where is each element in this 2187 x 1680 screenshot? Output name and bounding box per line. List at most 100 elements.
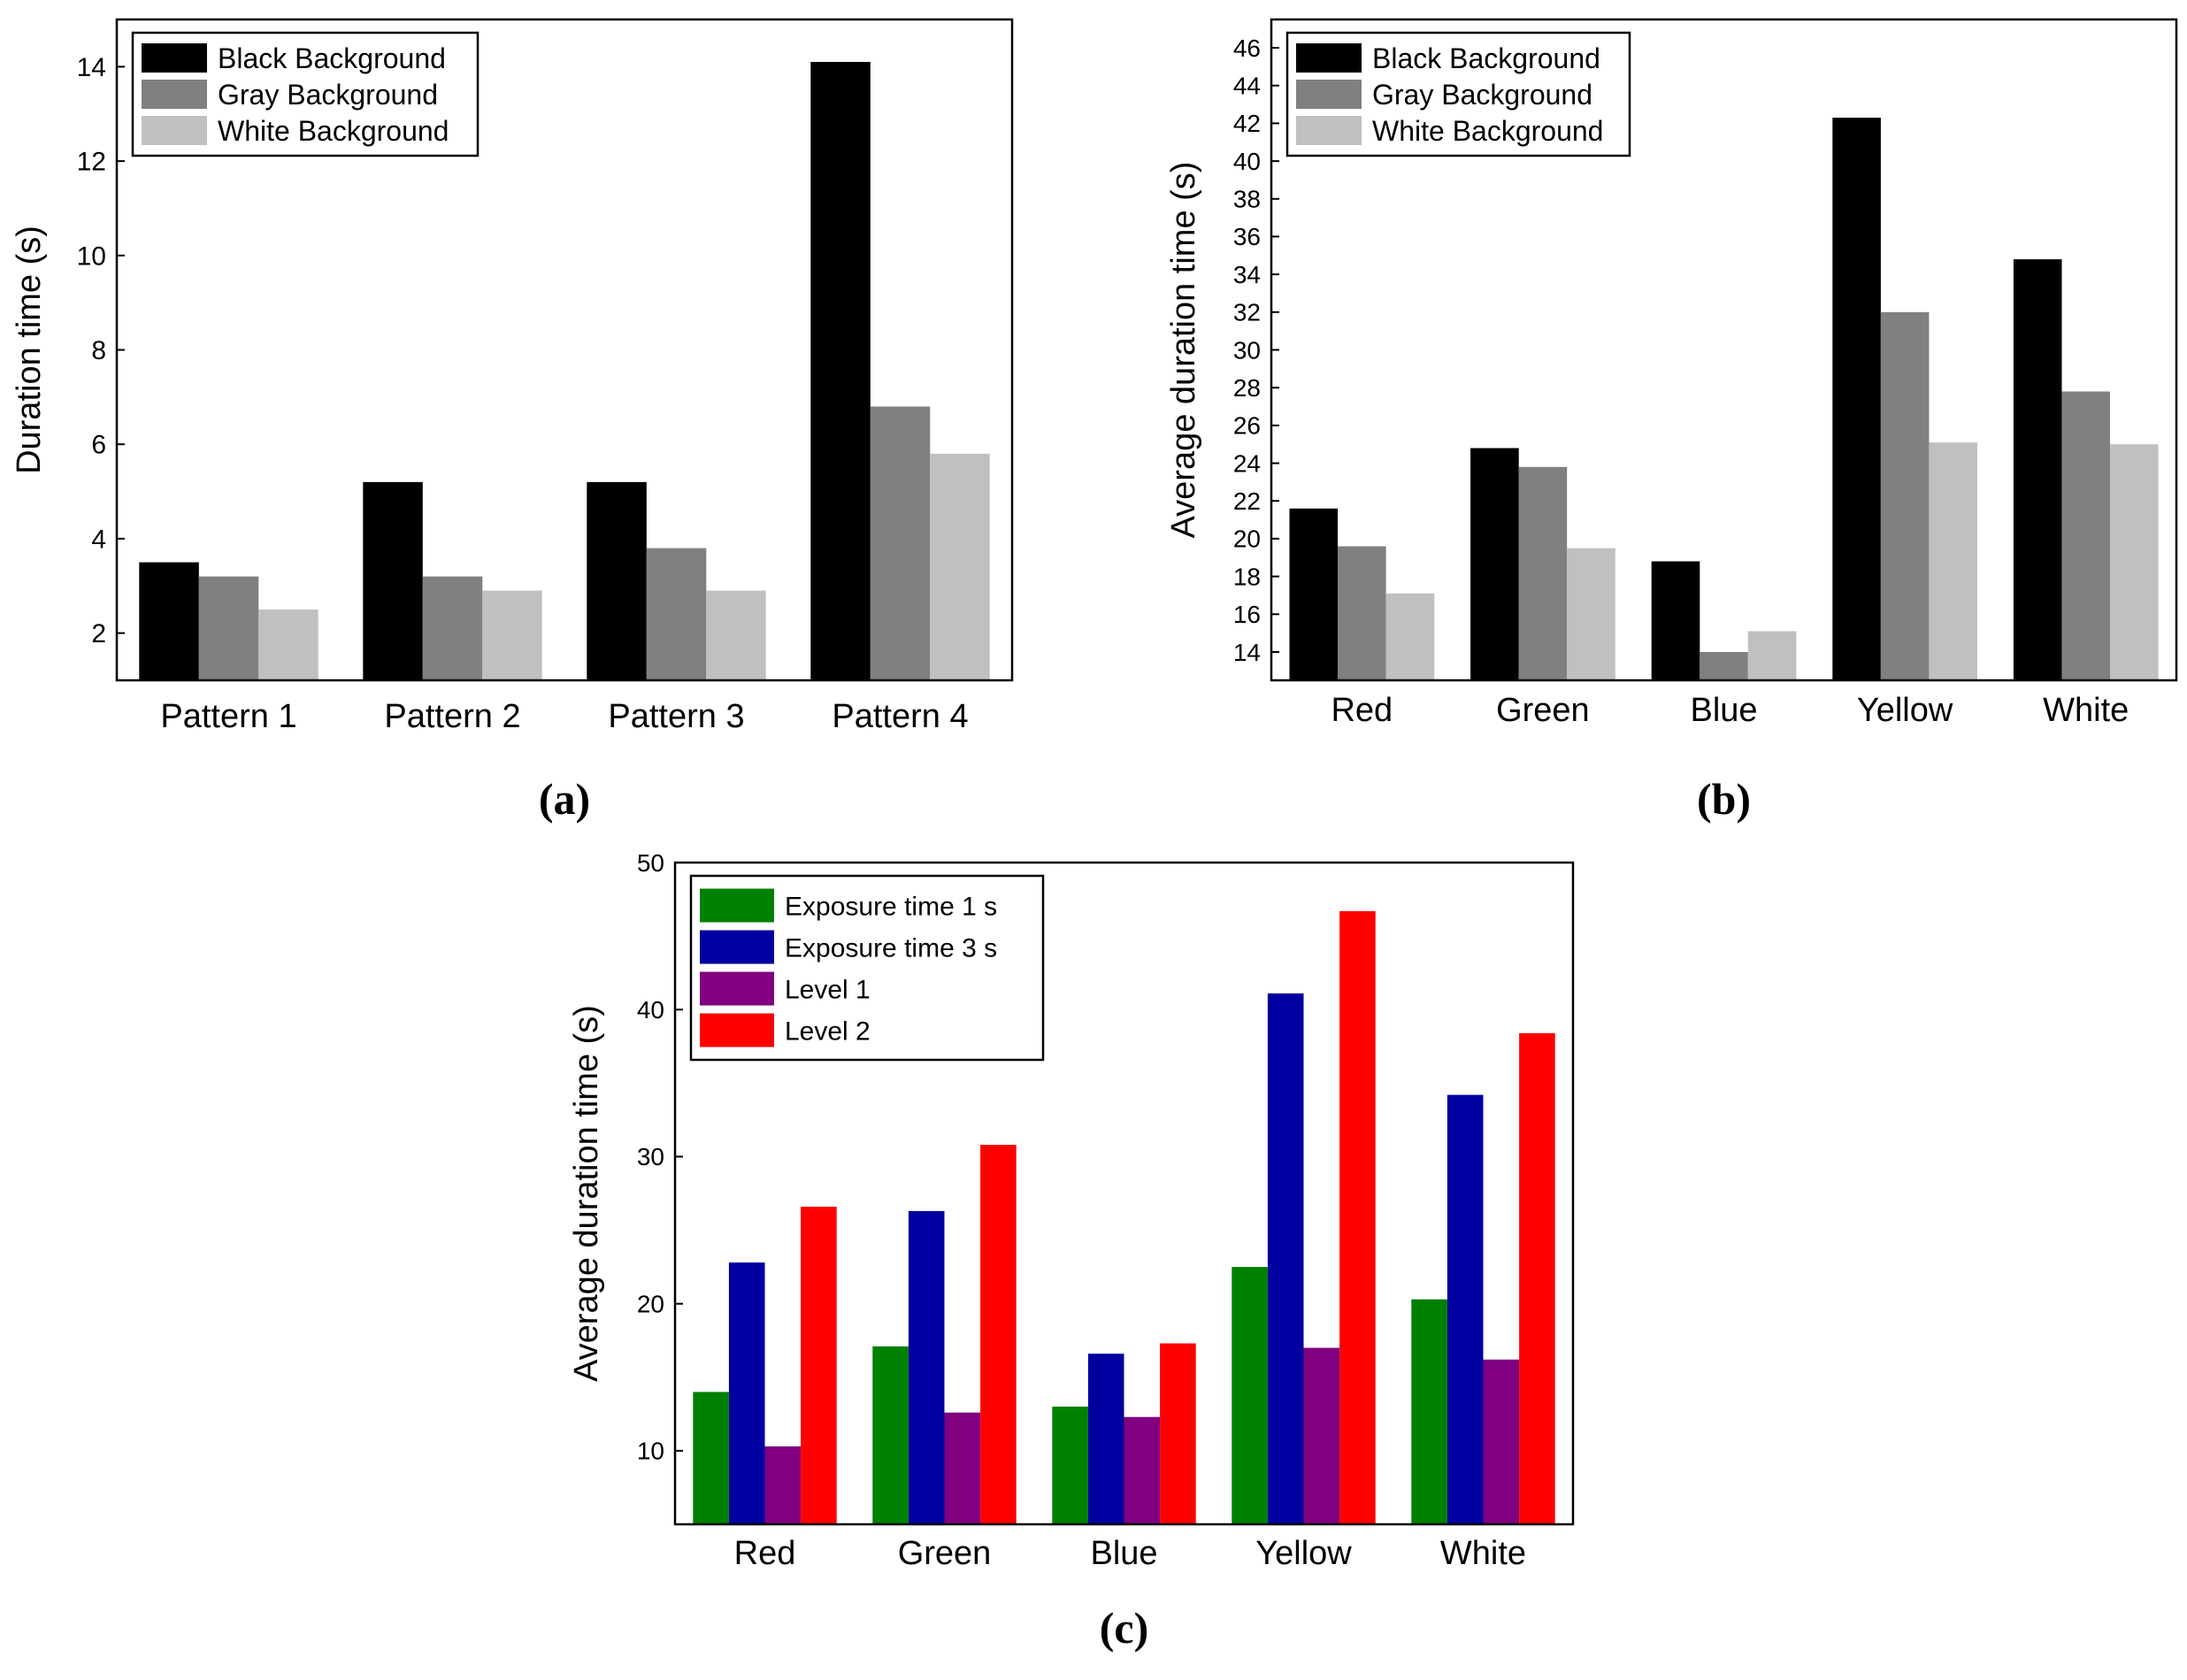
x-tick-label-b: Red	[1331, 692, 1393, 729]
bar-b-black-background-blue	[1651, 561, 1700, 680]
y-tick-label-b: 28	[1233, 374, 1261, 402]
bar-c-exposure-time-3-s-blue	[1087, 1354, 1124, 1524]
bar-a-white-background-pattern-4	[930, 453, 990, 680]
y-axis-title-a: Duration time (s)	[11, 226, 48, 474]
bar-c-level-2-blue	[1160, 1343, 1196, 1524]
bar-a-white-background-pattern-1	[258, 610, 318, 680]
x-tick-label-b: Yellow	[1857, 692, 1953, 729]
y-tick-label-c: 30	[637, 1143, 664, 1170]
y-axis-title-b: Average duration time (s)	[1165, 162, 1202, 539]
bar-a-gray-background-pattern-1	[198, 576, 259, 680]
y-tick-label-a: 12	[77, 148, 106, 177]
bar-b-black-background-white	[2013, 259, 2062, 680]
y-tick-label-a: 14	[77, 53, 106, 82]
legend-label-b: White Background	[1372, 115, 1603, 147]
y-tick-label-b: 24	[1233, 449, 1261, 477]
bar-c-exposure-time-1-s-red	[693, 1392, 729, 1524]
bar-b-gray-background-yellow	[1880, 311, 1930, 680]
y-tick-label-c: 20	[637, 1291, 664, 1318]
y-tick-label-c: 50	[637, 849, 664, 877]
legend-a: Black Background Gray Background White Bac…	[131, 31, 480, 157]
bar-c-level-1-yellow	[1303, 1347, 1340, 1524]
bar-b-black-background-red	[1289, 508, 1339, 680]
bar-b-white-background-yellow	[1929, 442, 1977, 680]
legend-label-b: Black Background	[1372, 42, 1600, 74]
y-tick-label-b: 44	[1233, 73, 1261, 100]
y-tick-label-b: 36	[1233, 223, 1261, 250]
y-tick-label-b: 14	[1233, 639, 1261, 666]
bar-b-gray-background-blue	[1700, 652, 1748, 680]
y-tick-label-b: 38	[1233, 186, 1261, 213]
legend-swatch-c	[700, 930, 774, 964]
plot-frame-c	[673, 861, 1575, 1526]
bar-b-gray-background-red	[1338, 546, 1386, 680]
x-tick-label-b: White	[2043, 692, 2129, 729]
bar-a-black-background-pattern-2	[363, 481, 423, 680]
bar-c-level-1-red	[764, 1446, 802, 1524]
y-tick-label-a: 10	[77, 242, 106, 271]
x-tick-label-b: Green	[1496, 692, 1590, 729]
legend-swatch-a	[142, 43, 207, 73]
bar-c-exposure-time-1-s-blue	[1052, 1407, 1088, 1524]
y-tick-label-b: 30	[1233, 336, 1261, 364]
x-tick-label-c: Yellow	[1255, 1535, 1352, 1572]
legend-label-a: Black Background	[218, 42, 446, 74]
bar-c-exposure-time-3-s-green	[908, 1210, 945, 1524]
chart-panel-c: 10 20 30 40 50 Red Green Blue Yellow White Average…	[568, 849, 1575, 1653]
x-tick-label-c: Red	[734, 1535, 796, 1572]
legend-label-a: Gray Background	[218, 79, 438, 111]
legend-swatch-c	[700, 971, 774, 1006]
x-tick-label-a: Pattern 1	[160, 698, 296, 735]
bar-b-gray-background-white	[2061, 391, 2110, 680]
x-tick-label-c: White	[1440, 1535, 1526, 1572]
bar-c-level-2-red	[801, 1207, 837, 1524]
legend-label-c: Level 1	[785, 975, 871, 1004]
bar-a-gray-background-pattern-4	[870, 406, 931, 680]
y-tick-label-b: 20	[1233, 525, 1261, 553]
y-tick-label-b: 26	[1233, 412, 1261, 440]
bar-b-white-background-red	[1385, 593, 1435, 680]
chart-panel-a: 2 4 6 8 10 12 14 Pattern 1 Pattern 2 Pattern 3 Pat…	[11, 18, 1014, 824]
bar-a-white-background-pattern-3	[706, 590, 766, 680]
y-tick-label-b: 34	[1233, 261, 1261, 288]
x-tick-label-b: Blue	[1690, 692, 1757, 729]
legend-swatch-a	[142, 80, 207, 109]
legend-label-a: White Background	[218, 115, 449, 147]
x-tick-label-a: Pattern 4	[832, 698, 968, 735]
bar-a-gray-background-pattern-2	[422, 576, 483, 680]
legend-swatch-a	[142, 116, 207, 145]
x-tick-label-c: Green	[898, 1535, 992, 1572]
legend-label-c: Exposure time 3 s	[785, 933, 997, 963]
bar-a-white-background-pattern-2	[482, 590, 542, 680]
y-tick-label-c: 40	[637, 996, 664, 1024]
chart-panel-b: 14 16 18 20 22 24 26 28 30 32 34 36 38 40 42 44 46 Red Gre…	[1165, 18, 2178, 824]
y-tick-label-b: 32	[1233, 299, 1261, 326]
y-tick-label-a: 6	[91, 431, 106, 460]
panel-label-b: (b)	[1697, 774, 1751, 824]
legend-swatch-b	[1296, 116, 1362, 145]
legend-label-b: Gray Background	[1372, 79, 1592, 111]
bar-a-black-background-pattern-4	[810, 62, 871, 680]
bar-b-black-background-yellow	[1832, 118, 1881, 680]
bar-b-black-background-green	[1470, 448, 1519, 680]
y-tick-label-b: 16	[1233, 601, 1261, 628]
legend-b: Black Background Gray Background White Bac…	[1285, 31, 1631, 157]
legend-label-c: Level 2	[785, 1016, 871, 1046]
y-tick-label-b: 40	[1233, 148, 1261, 175]
y-tick-label-c: 10	[637, 1438, 664, 1465]
y-tick-label-b: 42	[1233, 110, 1261, 137]
y-tick-label-b: 18	[1233, 563, 1261, 590]
bar-c-exposure-time-3-s-yellow	[1267, 993, 1304, 1524]
legend-c: Exposure time 1 s Exposure time 3 s Level …	[689, 874, 1045, 1062]
y-tick-label-b: 22	[1233, 487, 1261, 515]
bar-a-gray-background-pattern-3	[646, 548, 707, 680]
bar-c-level-2-white	[1519, 1032, 1555, 1524]
bar-c-level-2-yellow	[1339, 910, 1376, 1524]
legend-swatch-c	[700, 1013, 774, 1047]
bar-b-white-background-blue	[1747, 631, 1797, 680]
bar-b-gray-background-green	[1518, 466, 1568, 680]
y-tick-label-a: 2	[91, 619, 106, 648]
bar-c-exposure-time-1-s-white	[1411, 1299, 1447, 1524]
x-tick-label-a: Pattern 2	[384, 698, 520, 735]
panel-label-c: (c)	[1100, 1603, 1149, 1653]
